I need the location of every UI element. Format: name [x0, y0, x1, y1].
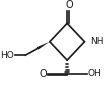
Text: OH: OH [87, 69, 100, 78]
Text: O: O [65, 0, 72, 10]
Text: O: O [39, 69, 46, 79]
Text: HO: HO [0, 51, 14, 60]
Polygon shape [36, 42, 49, 50]
Text: NH: NH [90, 37, 103, 46]
